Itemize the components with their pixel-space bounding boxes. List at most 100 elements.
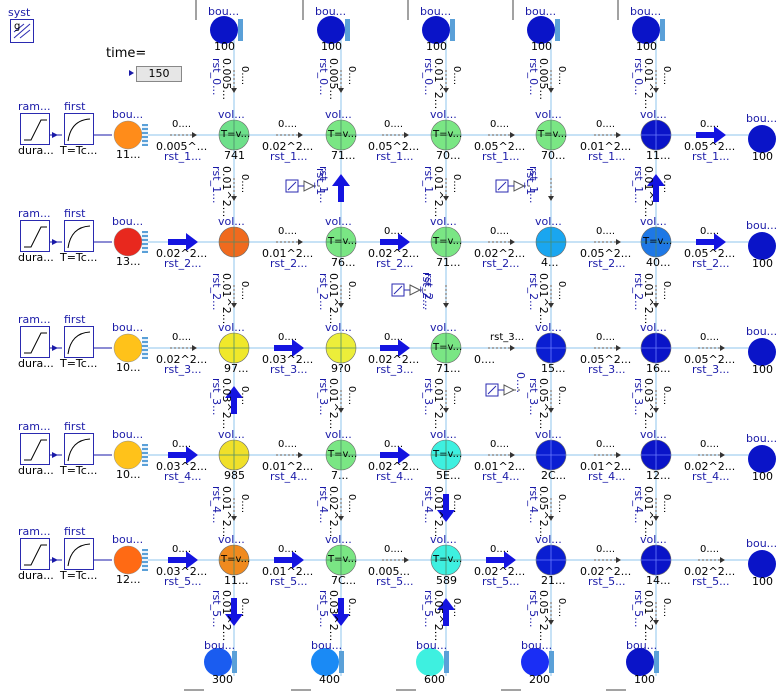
right-boundary-node[interactable] bbox=[748, 445, 776, 473]
right-boundary-node[interactable] bbox=[748, 338, 776, 366]
v-resistor-value: 0.01^2... bbox=[220, 590, 233, 642]
ramp-block[interactable] bbox=[20, 326, 50, 358]
first-order-block[interactable] bbox=[64, 433, 94, 465]
first-order-block[interactable] bbox=[64, 113, 94, 145]
ramp-block[interactable] bbox=[20, 113, 50, 145]
v-resistor-arrow bbox=[437, 598, 455, 626]
v-resistor-top: 0.... bbox=[556, 494, 567, 514]
h-resistor-arrow bbox=[594, 452, 621, 458]
h-resistor-name: rst_3... bbox=[376, 363, 414, 376]
bottom-boundary-node[interactable] bbox=[311, 648, 339, 676]
ramp-label: ram... bbox=[18, 420, 51, 433]
h-resistor-bottom: 0.02^2... bbox=[368, 460, 420, 473]
heat-source[interactable] bbox=[495, 179, 532, 193]
bottom-boundary-node[interactable] bbox=[521, 648, 549, 676]
first-order-block[interactable] bbox=[64, 326, 94, 358]
left-boundary-node[interactable] bbox=[113, 120, 143, 150]
v-resistor-top: 0.... bbox=[346, 66, 357, 86]
h-resistor-bottom: 0.02^2... bbox=[474, 565, 526, 578]
volume-text: T=v... bbox=[221, 129, 251, 140]
v-resistor-value: 0.005... bbox=[220, 58, 233, 100]
h-resistor-name: rst_3... bbox=[692, 363, 730, 376]
v-resistor-arrow bbox=[653, 390, 659, 413]
left-boundary-node[interactable] bbox=[113, 545, 143, 575]
v-resistor-arrow bbox=[437, 494, 455, 522]
ramp-block[interactable] bbox=[20, 220, 50, 252]
right-boundary-value: 100 bbox=[752, 470, 773, 483]
right-boundary-node[interactable] bbox=[748, 550, 776, 578]
h-resistor-bottom: 0.05^2... bbox=[368, 140, 420, 153]
heat-source[interactable] bbox=[285, 179, 322, 193]
v-resistor-top: 0.... bbox=[346, 598, 357, 618]
v-resistor-arrow bbox=[443, 178, 449, 201]
boundary-port bbox=[555, 19, 560, 41]
v-resistor-arrow bbox=[653, 285, 659, 308]
volume-value: 4... bbox=[541, 256, 559, 269]
v-resistor-value: 0.01^2... bbox=[642, 590, 655, 642]
left-boundary-node[interactable] bbox=[113, 440, 143, 470]
v-resistor-value: 0.01^2... bbox=[220, 486, 233, 538]
right-boundary-value: 100 bbox=[752, 575, 773, 588]
first-sublabel: T=Tc... bbox=[60, 357, 98, 370]
time-input-icon bbox=[129, 70, 134, 76]
top-boundary-node[interactable] bbox=[317, 16, 345, 44]
ramp-block[interactable] bbox=[20, 433, 50, 465]
bottom-boundary-node[interactable] bbox=[204, 648, 232, 676]
heat-source[interactable] bbox=[485, 383, 522, 397]
volume-label: vol... bbox=[640, 108, 667, 121]
volume-value: 589 bbox=[436, 574, 457, 587]
h-resistor-arrow bbox=[274, 551, 304, 569]
top-boundary-value: 100 bbox=[321, 40, 342, 53]
h-resistor-top: 0.... bbox=[490, 119, 510, 130]
top-boundary-node[interactable] bbox=[632, 16, 660, 44]
volume-value: 76... bbox=[331, 256, 356, 269]
left-boundary-node[interactable] bbox=[113, 227, 143, 257]
left-boundary-value: 11... bbox=[116, 148, 141, 161]
h-resistor-name: rst_3... bbox=[588, 363, 626, 376]
system-label: syst bbox=[8, 6, 31, 19]
first-label: first bbox=[64, 313, 86, 326]
right-boundary-node[interactable] bbox=[748, 232, 776, 260]
v-resistor-arrow bbox=[338, 498, 344, 521]
v-resistor-top: 0.... bbox=[451, 598, 462, 618]
v-resistor-arrow bbox=[231, 178, 237, 201]
h-resistor-name: rst_1... bbox=[164, 150, 202, 163]
h-resistor-name: rst_4... bbox=[270, 470, 308, 483]
v-resistor-arrow bbox=[548, 498, 554, 521]
boundary-port bbox=[339, 651, 344, 673]
heat-source[interactable] bbox=[391, 283, 428, 297]
top-boundary-label: bou... bbox=[420, 5, 452, 18]
h-resistor-bottom: 0.05^2... bbox=[580, 353, 632, 366]
volume-value: 7C... bbox=[331, 574, 357, 587]
h-resistor-arrow bbox=[594, 345, 621, 351]
h-resistor-arrow bbox=[380, 446, 410, 464]
ramp-block[interactable] bbox=[20, 538, 50, 570]
bottom-boundary-node[interactable] bbox=[626, 648, 654, 676]
first-order-block[interactable] bbox=[64, 220, 94, 252]
h-resistor-bottom: 0.02^2... bbox=[684, 460, 736, 473]
top-boundary-node[interactable] bbox=[422, 16, 450, 44]
volume-label: vol... bbox=[218, 533, 245, 546]
right-boundary-label: bou... bbox=[746, 112, 778, 125]
h-resistor-bottom: 0.03^2... bbox=[262, 353, 314, 366]
right-boundary-value: 100 bbox=[752, 257, 773, 270]
bottom-boundary-node[interactable] bbox=[416, 648, 444, 676]
h-resistor-top: 0.... bbox=[172, 544, 192, 555]
top-boundary-node[interactable] bbox=[527, 16, 555, 44]
right-boundary-node[interactable] bbox=[748, 125, 776, 153]
v-resistor-top: 0.... bbox=[661, 174, 672, 194]
h-resistor-name: rst_5... bbox=[692, 575, 730, 588]
first-order-block[interactable] bbox=[64, 538, 94, 570]
volume-label: vol... bbox=[325, 428, 352, 441]
h-resistor-arrow bbox=[698, 345, 725, 351]
system-block[interactable] bbox=[10, 19, 34, 43]
top-boundary-node[interactable] bbox=[210, 16, 238, 44]
left-boundary-node[interactable] bbox=[113, 333, 143, 363]
h-resistor-arrow bbox=[382, 132, 409, 138]
volume-value: 21... bbox=[541, 574, 566, 587]
time-label: time= bbox=[106, 46, 147, 61]
h-resistor-bottom: 0.02^2... bbox=[474, 247, 526, 260]
v-resistor-arrow bbox=[443, 285, 449, 308]
h-resistor-name: rst_1... bbox=[270, 150, 308, 163]
h-resistor-arrow bbox=[276, 132, 303, 138]
